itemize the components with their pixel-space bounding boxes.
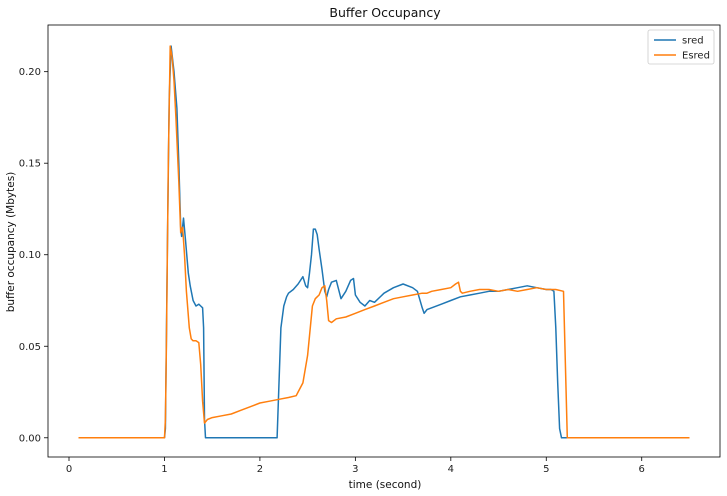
y-tick-label: 0.10 (19, 250, 41, 261)
y-tick-label: 0.20 (19, 67, 41, 78)
x-tick-label: 2 (257, 464, 263, 475)
x-tick-label: 4 (448, 464, 454, 475)
legend: sred Esred (647, 29, 715, 65)
plot-frame (47, 24, 721, 458)
y-tick-label: 0.05 (19, 342, 41, 353)
x-tick-label: 6 (639, 464, 645, 475)
legend-label-sred: sred (682, 36, 704, 47)
x-tick-label: 5 (543, 464, 549, 475)
y-axis-label: buffer occupancy (Mbytes) (5, 172, 17, 313)
chart-title: Buffer Occupancy (329, 5, 441, 20)
y-tick-label: 0.15 (19, 159, 41, 170)
x-tick-label: 1 (161, 464, 167, 475)
plot-area: 0 1 2 3 4 5 6 0.00 0.05 0.10 0.15 0.20 (19, 24, 721, 475)
x-axis: 0 1 2 3 4 5 6 (66, 457, 645, 475)
series-line-esred (78, 45, 690, 439)
legend-label-esred: Esred (682, 51, 710, 62)
x-tick-label: 0 (66, 464, 72, 475)
series-lines (78, 45, 690, 439)
x-tick-label: 3 (352, 464, 358, 475)
x-axis-label: time (second) (349, 479, 422, 491)
y-axis: 0.00 0.05 0.10 0.15 0.20 (19, 67, 48, 444)
y-tick-label: 0.00 (19, 433, 41, 444)
